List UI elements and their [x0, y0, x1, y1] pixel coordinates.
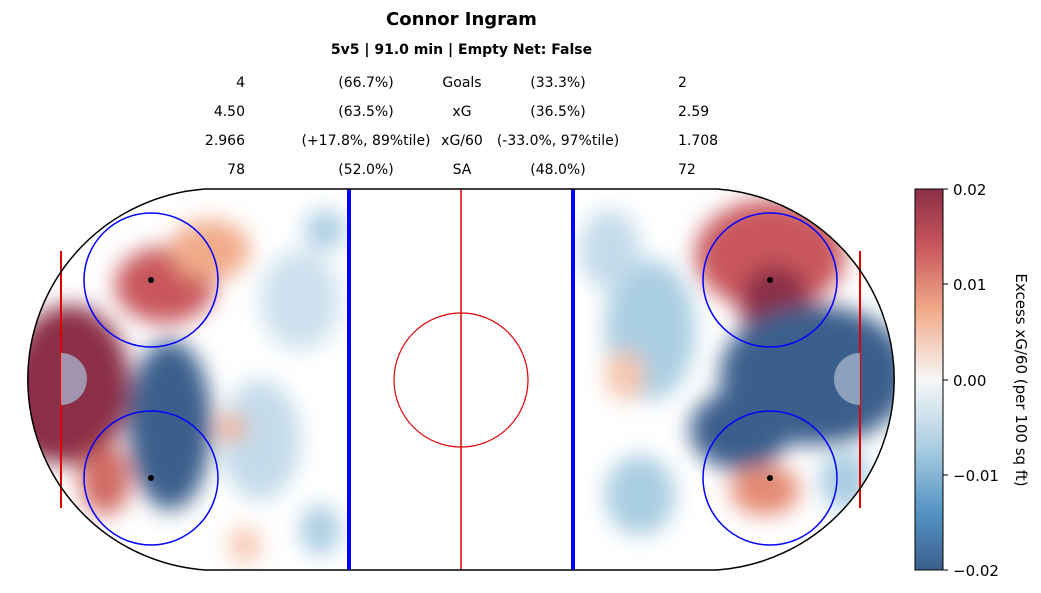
- heat-blob: [605, 350, 645, 400]
- stat-label: Goals: [442, 75, 482, 91]
- stat-right-value: 2: [678, 75, 687, 91]
- stat-label: SA: [452, 162, 472, 178]
- heat-blob: [305, 210, 345, 250]
- heat-blob: [580, 210, 640, 290]
- faceoff-circle: [702, 410, 838, 546]
- heat-blob: [220, 380, 300, 500]
- stat-label: xG: [452, 104, 472, 120]
- stat-left-value: 78: [227, 162, 245, 178]
- rink-boards: [27, 188, 895, 571]
- heat-blob: [128, 340, 212, 510]
- heat-blob: [730, 465, 800, 515]
- faceoff-dot: [148, 277, 154, 283]
- center-circle: [393, 312, 529, 448]
- faceoff-dot: [148, 475, 154, 481]
- colorbar: 0.02 0.01 0.00 −0.01 −0.02 Excess xG/60 …: [914, 181, 1030, 580]
- rink-markings: [27, 188, 895, 571]
- stat-left-pct: (63.5%): [338, 104, 394, 120]
- stat-left-value: 4: [236, 75, 245, 91]
- colorbar-tick-label: −0.02: [953, 562, 999, 580]
- stat-label: xG/60: [441, 133, 483, 149]
- heat-blob: [690, 390, 790, 470]
- heat-blob: [170, 220, 250, 280]
- colorbar-tick-label: −0.01: [953, 467, 999, 485]
- colorbar-gradient: [914, 188, 944, 571]
- faceoff-dot: [767, 475, 773, 481]
- chart-title: Connor Ingram: [386, 9, 537, 30]
- colorbar-label: Excess xG/60 (per 100 sq ft): [1012, 273, 1030, 486]
- colorbar-tick-label: 0.01: [953, 276, 986, 294]
- faceoff-circle: [83, 212, 219, 348]
- stat-left-pct: (52.0%): [338, 162, 394, 178]
- heat-blob: [80, 445, 130, 515]
- faceoff-dot: [767, 277, 773, 283]
- faceoff-circle: [702, 212, 838, 348]
- stat-left-pct: (+17.8%, 89%tile): [301, 133, 431, 149]
- crease-left: [61, 353, 87, 405]
- crease-right: [834, 353, 860, 405]
- heat-blob: [218, 414, 246, 442]
- heat-blob: [695, 200, 845, 310]
- faceoff-circle: [83, 410, 219, 546]
- heat-blob: [229, 527, 261, 563]
- stat-right-pct: (48.0%): [530, 162, 586, 178]
- heat-blob: [820, 450, 870, 510]
- stat-left-value: 4.50: [213, 104, 245, 120]
- stat-right-value: 72: [678, 162, 696, 178]
- stat-right-value: 1.708: [678, 133, 719, 149]
- stat-left-value: 2.966: [204, 133, 245, 149]
- heat-blob: [605, 455, 675, 535]
- stat-right-value: 2.59: [678, 104, 710, 120]
- heat-blob: [300, 505, 340, 555]
- colorbar-tick-label: 0.02: [953, 181, 986, 199]
- stat-left-pct: (66.7%): [338, 75, 394, 91]
- heatmap-layer: [27, 189, 895, 570]
- stat-right-pct: (36.5%): [530, 104, 586, 120]
- colorbar-tick-label: 0.00: [953, 372, 986, 390]
- stat-right-pct: (33.3%): [530, 75, 586, 91]
- chart-subtitle: 5v5 | 91.0 min | Empty Net: False: [330, 42, 593, 58]
- stat-right-pct: (-33.0%, 97%tile): [496, 133, 620, 149]
- heat-blob: [260, 250, 340, 350]
